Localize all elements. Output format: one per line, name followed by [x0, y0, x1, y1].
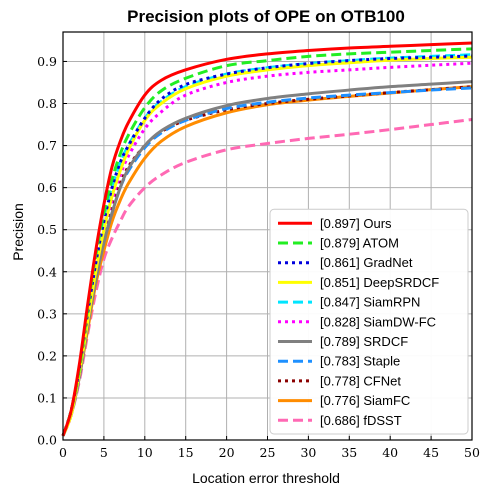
y-tick-label: 0.8 — [37, 96, 57, 111]
x-tick-label: 5 — [100, 445, 108, 460]
series-line-11 — [61, 118, 473, 437]
y-tick-label: 0.7 — [37, 138, 57, 153]
legend-entry-label: [0.686] fDSST — [320, 413, 402, 428]
y-tick-label: 0.1 — [37, 390, 57, 405]
x-axis-label: Location error threshold — [192, 470, 340, 486]
x-tick-label: 20 — [219, 445, 235, 460]
x-tick-label: 40 — [382, 445, 398, 460]
legend-entry-label: [0.828] SiamDW-FC — [320, 314, 436, 329]
y-tick-label: 0.3 — [37, 306, 57, 321]
legend-box — [269, 208, 469, 435]
x-tick-label: 50 — [464, 445, 480, 460]
x-tick-label: 45 — [423, 445, 439, 460]
legend: [0.897] Ours [0.879] ATOM [0.861] GradNet [… — [269, 208, 469, 435]
legend-entry-label: [0.879] ATOM — [320, 236, 399, 251]
y-tick-label: 0.0 — [37, 433, 57, 448]
series-line-3 — [61, 54, 473, 437]
x-tick-label: 30 — [300, 445, 316, 460]
y-tick-label: 0.9 — [37, 54, 57, 69]
x-tick-label: 10 — [137, 445, 153, 460]
legend-entry-label: [0.778] CFNet — [320, 373, 401, 388]
legend-entry-label: [0.776] SiamFC — [320, 393, 410, 408]
y-axis-label: Precision — [10, 203, 26, 261]
y-tick-label: 0.2 — [37, 348, 57, 363]
legend-entry-label: [0.861] GradNet — [320, 255, 413, 270]
y-tick-label: 0.4 — [37, 264, 57, 279]
chart-title: Precision plots of OPE on OTB100 — [127, 7, 405, 26]
series-line-6 — [61, 61, 473, 437]
y-tick-label: 0.5 — [37, 222, 57, 237]
legend-entry-label: [0.789] SRDCF — [320, 334, 408, 349]
x-tick-label: 15 — [178, 445, 194, 460]
legend-entry-label: [0.783] Staple — [320, 354, 400, 369]
x-tick-label: 25 — [260, 445, 276, 460]
legend-entry-label: [0.851] DeepSRDCF — [320, 275, 439, 290]
legend-entry-label: [0.897] Ours — [320, 216, 392, 231]
series-line-4 — [61, 55, 473, 437]
series-line-1 — [61, 41, 473, 437]
series-lines — [61, 41, 473, 437]
x-tick-label: 0 — [59, 445, 67, 460]
axis-ticks: 0 5 10 15 20 25 30 35 40 45 50 0.0 0.1 0.2 0.3 0.4 0.5 0.… — [37, 54, 480, 460]
y-tick-label: 0.6 — [37, 180, 57, 195]
legend-entry-label: [0.847] SiamRPN — [320, 295, 420, 310]
x-tick-label: 35 — [341, 445, 357, 460]
